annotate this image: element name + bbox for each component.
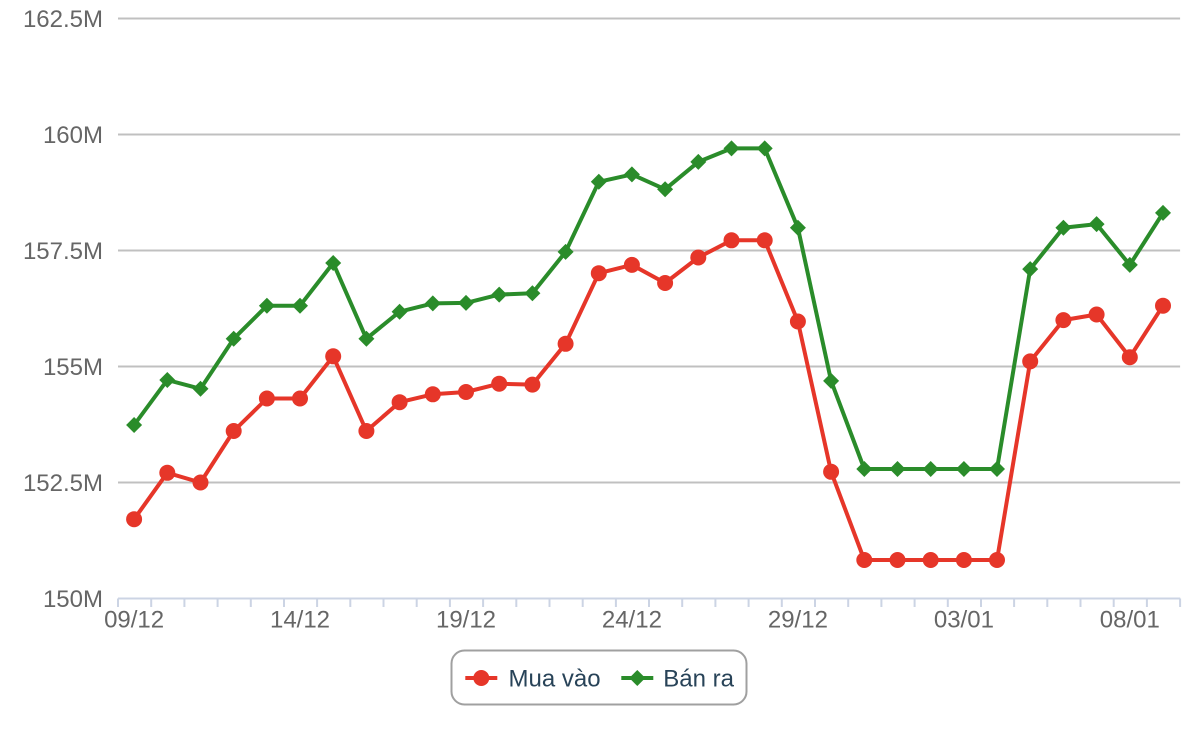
svg-text:160M: 160M	[43, 122, 103, 149]
svg-text:19/12: 19/12	[436, 607, 496, 634]
svg-text:155M: 155M	[43, 354, 103, 381]
svg-text:162.5M: 162.5M	[23, 6, 103, 33]
svg-text:Bán ra: Bán ra	[663, 666, 734, 693]
svg-text:157.5M: 157.5M	[23, 238, 103, 265]
svg-text:24/12: 24/12	[602, 607, 662, 634]
svg-text:08/01: 08/01	[1100, 607, 1160, 634]
svg-text:14/12: 14/12	[270, 607, 330, 634]
svg-text:150M: 150M	[43, 586, 103, 613]
svg-text:09/12: 09/12	[104, 607, 164, 634]
svg-text:29/12: 29/12	[768, 607, 828, 634]
svg-text:152.5M: 152.5M	[23, 470, 103, 497]
svg-text:Mua vào: Mua vào	[509, 666, 601, 693]
svg-text:03/01: 03/01	[934, 607, 994, 634]
